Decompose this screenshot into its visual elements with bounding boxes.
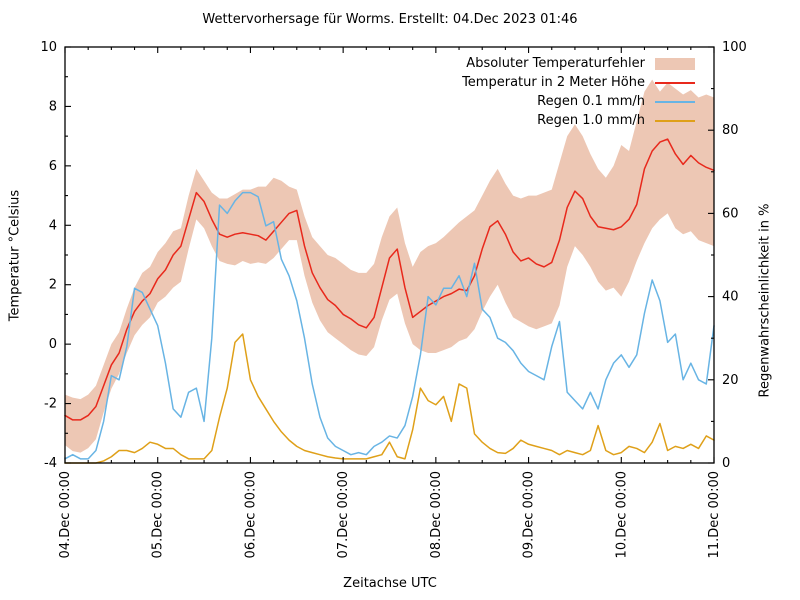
y-left-tick-label: -2 xyxy=(44,397,57,412)
y-left-tick-label: 4 xyxy=(49,218,57,233)
y-right-tick-label: 20 xyxy=(722,373,739,388)
y-right-tick-label: 0 xyxy=(722,456,730,471)
y-left-tick-label: 10 xyxy=(40,40,57,55)
legend-label-temperature: Temperatur in 2 Meter Höhe xyxy=(462,75,645,90)
y-right-tick-label: 80 xyxy=(722,123,739,138)
x-tick-label: 04.Dec 00:00 xyxy=(58,471,73,558)
y-left-ticks: -4 -2 0 2 4 6 8 10 xyxy=(40,40,71,471)
legend-item-rain-10: Regen 1.0 mm/h xyxy=(462,111,695,130)
y-left-tick-label: 6 xyxy=(49,159,57,174)
temperature-line xyxy=(64,138,715,421)
y-right-tick-label: 60 xyxy=(722,206,739,221)
legend-swatch-temperature-line xyxy=(655,81,695,84)
x-axis-label-time: Zeitachse UTC xyxy=(343,576,437,591)
x-axis-tick-labels: 04.Dec 00:00 05.Dec 00:00 06.Dec 00:00 07.D… xyxy=(58,471,722,558)
legend-swatch-rain-10-line xyxy=(655,119,695,122)
y-right-tick-label: 40 xyxy=(722,290,739,305)
x-tick-label: 09.Dec 00:00 xyxy=(522,471,537,558)
x-tick-label: 10.Dec 00:00 xyxy=(614,471,629,558)
legend-item-temperature: Temperatur in 2 Meter Höhe xyxy=(462,73,695,92)
legend-label-rain-10: Regen 1.0 mm/h xyxy=(537,113,645,128)
error-band xyxy=(65,79,714,453)
y-left-tick-label: 2 xyxy=(49,278,57,293)
y-left-tick-label: 8 xyxy=(49,99,57,114)
legend-item-error-band: Absoluter Temperaturfehler xyxy=(462,54,695,73)
legend: Absoluter Temperaturfehler Temperatur in… xyxy=(462,54,695,130)
legend-swatch-rain-01-line xyxy=(655,100,695,103)
legend-label-rain-01: Regen 0.1 mm/h xyxy=(537,94,645,109)
x-tick-label: 05.Dec 00:00 xyxy=(151,471,166,558)
x-tick-label: 07.Dec 00:00 xyxy=(336,471,351,558)
chart-title: Wettervorhersage für Worms. Erstellt: 04… xyxy=(202,12,578,27)
legend-swatch-error-band xyxy=(655,57,695,70)
legend-item-rain-01: Regen 0.1 mm/h xyxy=(462,92,695,111)
x-tick-label: 11.Dec 00:00 xyxy=(707,471,722,558)
rain-10-line xyxy=(64,333,715,464)
y-right-tick-label: 100 xyxy=(722,40,747,55)
y-right-ticks: 0 20 40 60 80 100 xyxy=(708,40,747,471)
x-tick-label: 08.Dec 00:00 xyxy=(429,471,444,558)
y-left-tick-label: 0 xyxy=(49,337,57,352)
legend-label-error-band: Absoluter Temperaturfehler xyxy=(466,56,645,71)
x-tick-label: 06.Dec 00:00 xyxy=(243,471,258,558)
y-left-tick-label: -4 xyxy=(44,456,57,471)
x-axis-ticks xyxy=(64,47,715,463)
rain-01-line xyxy=(64,191,715,460)
